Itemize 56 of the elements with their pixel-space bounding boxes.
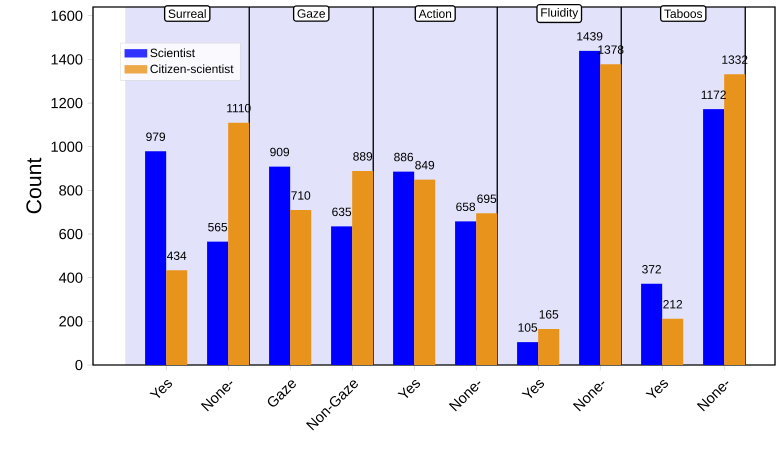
bar — [166, 270, 188, 365]
bar — [538, 328, 560, 365]
data-label: 635 — [332, 208, 352, 216]
bar — [703, 109, 724, 365]
y-tick-label: 1000 — [52, 142, 82, 152]
bar — [207, 242, 228, 365]
y-tick-label: 200 — [59, 316, 82, 327]
x-tick-label: Yes — [150, 380, 172, 398]
bar — [393, 172, 414, 365]
bar — [228, 122, 250, 365]
y-tick-label: 1600 — [52, 10, 82, 21]
data-label: 909 — [270, 148, 290, 156]
bar — [145, 151, 166, 365]
bar — [517, 342, 538, 365]
data-label: 849 — [415, 160, 434, 170]
data-label: 165 — [540, 310, 558, 319]
legend-label: Citizen-scientist — [150, 64, 234, 74]
data-label: 979 — [146, 132, 166, 141]
y-tick-label: 600 — [59, 228, 82, 240]
bar — [600, 64, 622, 365]
data-label: 658 — [456, 202, 476, 212]
y-tick-label: 800 — [59, 185, 82, 196]
data-label: 565 — [208, 222, 228, 232]
annotation: Fluidity — [541, 8, 578, 20]
data-label: 372 — [642, 265, 661, 274]
bar — [414, 180, 436, 365]
x-tick-label: Yes — [522, 380, 544, 398]
data-label: 1439 — [577, 32, 602, 41]
y-tick-label: 0 — [75, 360, 82, 370]
bar — [455, 221, 476, 365]
bar — [352, 170, 374, 365]
bar — [331, 226, 352, 365]
annotation: Taboos — [664, 9, 702, 18]
y-tick-label: 1200 — [52, 98, 82, 108]
data-label: 886 — [394, 152, 414, 162]
x-tick-label: Yes — [398, 380, 420, 398]
bar — [724, 74, 746, 365]
annotation: Gaze — [298, 9, 326, 18]
data-label: 434 — [167, 251, 186, 260]
data-label: 889 — [353, 152, 372, 161]
data-label: 710 — [291, 191, 310, 200]
bar — [269, 166, 290, 365]
y-axis-title: Count — [26, 158, 42, 214]
bar — [290, 210, 312, 365]
data-label: 695 — [477, 194, 496, 203]
data-label: 105 — [518, 323, 538, 332]
annotation: Surreal — [168, 9, 206, 18]
y-tick-label: 1400 — [52, 54, 82, 65]
bar — [641, 284, 662, 365]
y-tick-label: 400 — [58, 272, 82, 283]
data-label: 212 — [663, 300, 682, 308]
bar — [476, 213, 498, 365]
legend-label: Scientist — [150, 48, 195, 58]
bar — [662, 318, 684, 365]
x-tick-label: Yes — [646, 380, 668, 398]
annotation: Action — [418, 9, 452, 18]
